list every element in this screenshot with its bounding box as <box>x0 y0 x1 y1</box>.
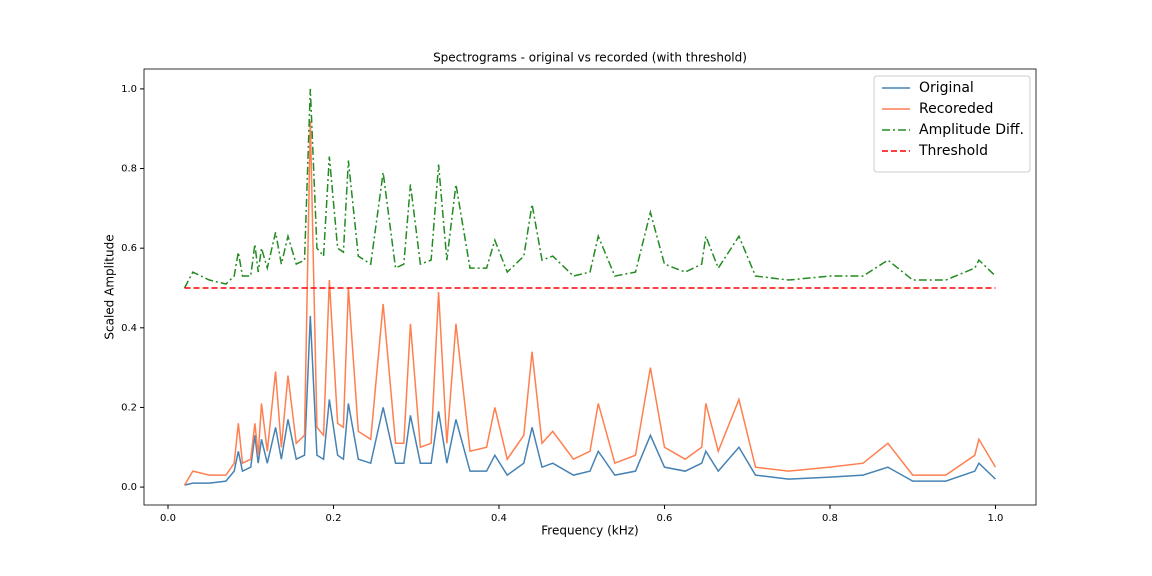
legend-label: Amplitude Diff. <box>919 122 1024 138</box>
x-tick-label: 0.0 <box>160 513 176 524</box>
legend-label: Original <box>919 80 974 96</box>
series-line <box>183 88 996 289</box>
y-tick-label: 0.2 <box>121 402 137 413</box>
y-tick-label: 0.6 <box>121 243 137 254</box>
legend-label: Recoreded <box>919 101 993 117</box>
y-tick-label: 1.0 <box>121 84 137 95</box>
y-tick-label: 0.4 <box>121 323 137 334</box>
plot-frame <box>143 68 1037 506</box>
legend-box <box>873 75 1031 173</box>
x-axis-label: Frequency (kHz) <box>541 524 638 538</box>
x-tick-label: 1.0 <box>988 513 1004 524</box>
y-axis-label: Scaled Amplitude <box>103 234 117 339</box>
series-line <box>184 315 996 486</box>
chart-title: Spectrograms - original vs recorded (wit… <box>433 51 747 65</box>
x-tick-label: 0.2 <box>326 513 342 524</box>
series-line <box>183 120 997 486</box>
legend-label: Threshold <box>918 143 988 159</box>
y-tick-label: 0.8 <box>121 164 137 175</box>
x-tick-label: 0.6 <box>657 513 673 524</box>
x-tick-label: 0.8 <box>822 513 838 524</box>
y-tick-label: 0.0 <box>121 482 137 493</box>
x-tick-label: 0.4 <box>491 513 507 524</box>
